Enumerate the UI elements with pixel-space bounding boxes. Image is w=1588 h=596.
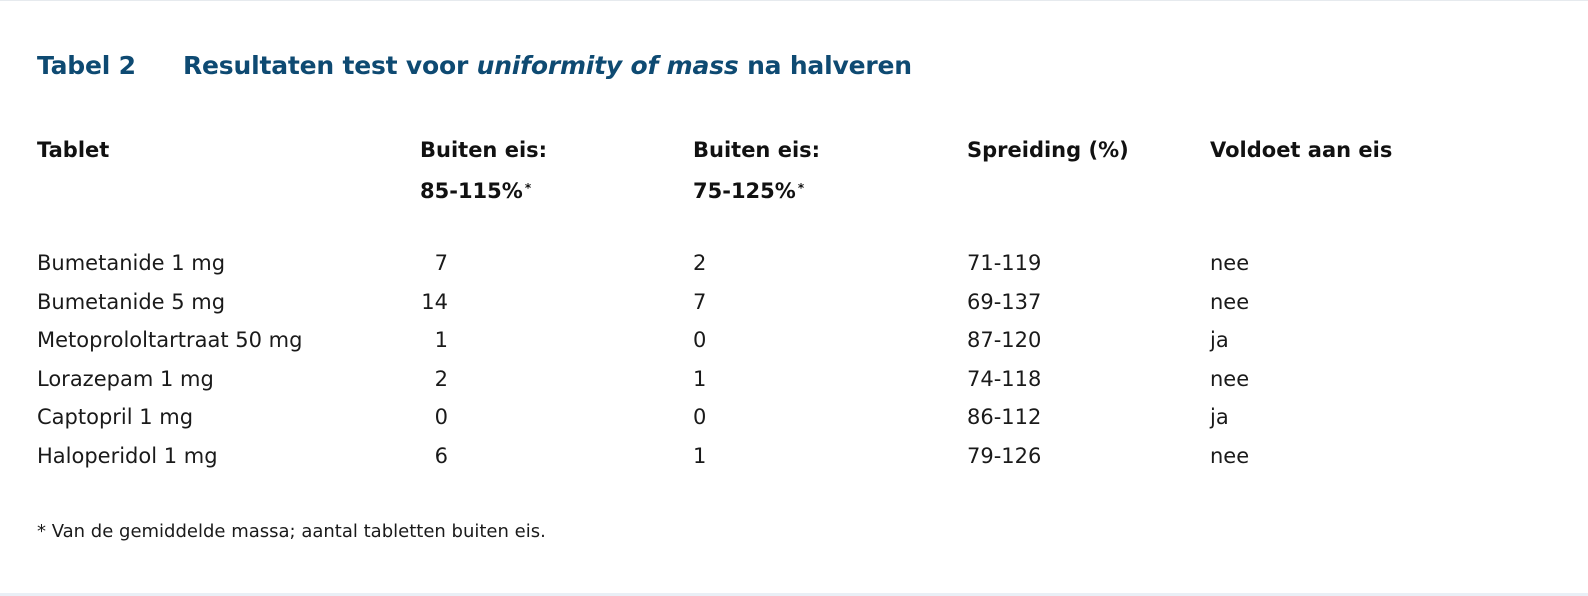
title-text-italic: uniformity of mass [476, 51, 739, 80]
header-line-1: Buiten eis: [420, 138, 548, 162]
header-range: 75-125% [693, 179, 796, 203]
table-row: Haloperidol 1 mg 6 1 79-126 nee [0, 437, 1588, 476]
header-tablet: Tablet [37, 138, 110, 162]
table-body: Bumetanide 1 mg 7 2 71-119 nee Bumetanid… [0, 244, 1588, 476]
header-line-1: Buiten eis: [693, 138, 821, 162]
cell-tablet: Captopril 1 mg [37, 405, 194, 430]
cell-tablet: Lorazepam 1 mg [37, 366, 214, 391]
table-row: Bumetanide 1 mg 7 2 71-119 nee [0, 244, 1588, 283]
cell-voldoet: ja [1210, 328, 1229, 353]
cell-out-85-115: 0 [434, 405, 448, 430]
cell-spreiding: 86-112 [967, 405, 1042, 430]
cell-tablet: Metoprololtartraat 50 mg [37, 328, 303, 353]
cell-tablet: Haloperidol 1 mg [37, 443, 218, 468]
header-buiten-eis-85-115: Buiten eis: 85-115% * [420, 131, 547, 210]
cell-out-85-115: 2 [434, 366, 448, 391]
cell-voldoet: nee [1210, 251, 1250, 275]
cell-spreiding: 71-119 [967, 251, 1042, 275]
table-row: Captopril 1 mg 0 0 86-112 ja [0, 398, 1588, 437]
cell-voldoet: nee [1210, 366, 1250, 391]
footnote-marker: * [797, 181, 805, 195]
cell-spreiding: 74-118 [967, 366, 1042, 391]
footnote-marker: * [524, 181, 532, 195]
title-text-before: Resultaten test voor [183, 51, 477, 80]
header-buiten-eis-75-125: Buiten eis: 75-125% * [693, 131, 820, 210]
cell-out-75-125: 0 [693, 405, 707, 430]
table-footnote: * Van de gemiddelde massa; aantal tablet… [37, 521, 546, 542]
table-number: Tabel 2 [37, 51, 136, 80]
cell-spreiding: 87-120 [967, 328, 1042, 353]
cell-voldoet: nee [1210, 289, 1250, 314]
cell-out-85-115: 6 [434, 443, 448, 468]
cell-out-75-125: 2 [693, 251, 707, 275]
cell-out-85-115: 7 [434, 251, 448, 275]
cell-out-85-115: 14 [421, 289, 448, 314]
cell-tablet: Bumetanide 5 mg [37, 289, 226, 314]
table-row: Metoprololtartraat 50 mg 1 0 87-120 ja [0, 321, 1588, 360]
table-row: Lorazepam 1 mg 2 1 74-118 nee [0, 360, 1588, 399]
cell-out-75-125: 1 [693, 443, 707, 468]
cell-out-85-115: 1 [434, 328, 448, 353]
cell-voldoet: ja [1210, 405, 1229, 430]
title-text-after: na halveren [738, 51, 912, 80]
header-line-2: 75-125% * [693, 169, 820, 210]
cell-voldoet: nee [1210, 443, 1250, 468]
cell-spreiding: 69-137 [967, 289, 1042, 314]
header-spreiding: Spreiding (%) [967, 138, 1129, 162]
table-row: Bumetanide 5 mg 14 7 69-137 nee [0, 283, 1588, 322]
header-line-2: 85-115% * [420, 169, 547, 210]
header-range: 85-115% [420, 179, 523, 203]
table-title: Resultaten test voor uniformity of mass … [183, 51, 912, 80]
cell-out-75-125: 1 [693, 366, 707, 391]
cell-out-75-125: 0 [693, 328, 707, 353]
header-voldoet: Voldoet aan eis [1210, 138, 1393, 162]
cell-spreiding: 79-126 [967, 443, 1042, 468]
cell-out-75-125: 7 [693, 289, 707, 314]
cell-tablet: Bumetanide 1 mg [37, 251, 226, 275]
